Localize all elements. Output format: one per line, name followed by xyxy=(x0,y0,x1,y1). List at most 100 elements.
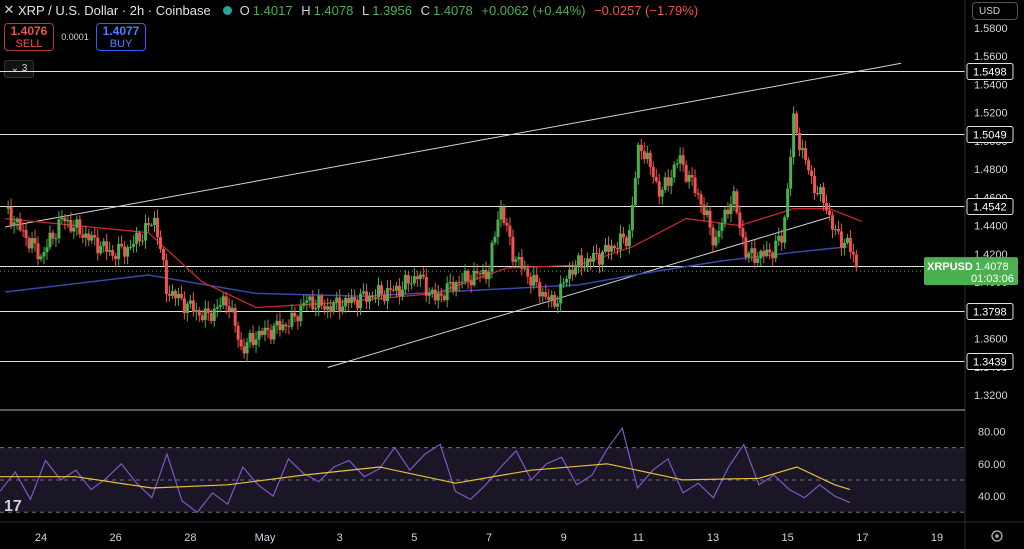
candle-body xyxy=(63,217,67,222)
candle-body xyxy=(705,210,709,215)
candle-body xyxy=(523,268,527,270)
candle-body xyxy=(571,269,575,275)
candle-body xyxy=(170,290,174,296)
candle-body xyxy=(442,295,446,301)
candle-body xyxy=(845,237,849,243)
candle-body xyxy=(296,316,300,322)
moving-average-fast xyxy=(5,208,862,309)
candle-body xyxy=(403,274,407,290)
candle-body xyxy=(639,144,643,152)
candle-body xyxy=(99,245,103,254)
market-status-icon xyxy=(222,5,232,15)
candle-body xyxy=(120,243,124,247)
candle-body xyxy=(741,228,745,238)
sell-label: SELL xyxy=(15,38,43,50)
candle-body xyxy=(598,253,602,265)
candle-body xyxy=(502,207,506,223)
candle-body xyxy=(475,270,479,274)
close-value: 1.4078 xyxy=(432,2,473,18)
open-label: O xyxy=(239,2,250,18)
candle-body xyxy=(526,268,530,277)
candle-body xyxy=(248,333,252,343)
candle-body xyxy=(651,166,655,177)
candle-body xyxy=(765,249,769,256)
candle-body xyxy=(421,274,425,277)
candle-body xyxy=(117,243,121,260)
candle-body xyxy=(541,292,545,297)
candle-body xyxy=(209,312,213,321)
candle-body xyxy=(427,292,431,296)
candle-body xyxy=(374,297,378,299)
level-label-box xyxy=(966,353,1014,370)
close-icon[interactable]: ✕ xyxy=(3,2,15,17)
trend-channel-upper[interactable] xyxy=(5,62,902,228)
candle-body xyxy=(191,300,195,312)
candle-body xyxy=(451,281,455,291)
candle-body xyxy=(612,245,616,249)
symbol-header: ✕ XRP / U.S. Dollar · 2h · Coinbase O 1.4… xyxy=(0,0,701,20)
candle-body xyxy=(284,324,288,327)
candle-body xyxy=(424,276,428,296)
candle-body xyxy=(708,210,712,228)
sell-button[interactable]: 1.4076 SELL xyxy=(4,23,54,51)
indicator-count: 3 xyxy=(21,63,28,74)
time-tick-label: 24 xyxy=(35,532,47,544)
candle-body xyxy=(415,276,419,280)
candle-body xyxy=(182,298,186,314)
candle-body xyxy=(206,308,210,313)
candle-body xyxy=(511,236,515,262)
candle-body xyxy=(618,233,622,250)
buy-label: BUY xyxy=(109,38,133,50)
tradingview-logo[interactable]: 17 xyxy=(4,498,22,515)
indicators-collapse-button[interactable]: ⌄ 3 xyxy=(4,60,34,78)
candle-body xyxy=(693,177,697,193)
candle-body xyxy=(15,218,19,223)
candle-body xyxy=(341,306,345,312)
time-tick-label: 17 xyxy=(856,532,868,544)
time-tick-label: 15 xyxy=(782,532,794,544)
candle-body xyxy=(439,293,443,296)
candle-body xyxy=(774,240,778,259)
candle-body xyxy=(738,212,742,229)
candle-body xyxy=(90,235,94,241)
time-tick-label: May xyxy=(255,532,276,544)
candle-body xyxy=(795,113,799,134)
price-tick-label: 1.4400 xyxy=(974,221,1008,233)
candle-body xyxy=(278,320,282,331)
candle-body xyxy=(496,219,500,237)
candle-body xyxy=(851,251,855,255)
price-tick-label: 1.5600 xyxy=(974,51,1008,63)
currency-selector[interactable]: USD xyxy=(972,2,1018,20)
candle-body xyxy=(6,206,10,209)
candle-body xyxy=(161,249,165,261)
candle-body xyxy=(609,245,613,252)
candle-body xyxy=(648,152,652,167)
candle-body xyxy=(627,230,631,247)
symbol-title[interactable]: XRP / U.S. Dollar · 2h · Coinbase xyxy=(18,2,211,18)
candle-body xyxy=(499,207,503,220)
candle-body xyxy=(212,308,216,321)
candle-body xyxy=(633,178,637,205)
candle-body xyxy=(123,246,127,257)
candle-body xyxy=(218,305,222,308)
candle-body xyxy=(335,297,339,303)
candle-body xyxy=(484,269,488,280)
price-tick-label: 1.5200 xyxy=(974,108,1008,120)
candle-body xyxy=(469,280,473,286)
candle-body xyxy=(642,151,646,160)
settings-gear-icon[interactable] xyxy=(991,530,1003,542)
candle-body xyxy=(394,285,398,291)
candle-body xyxy=(114,255,118,260)
candle-body xyxy=(96,237,100,254)
buy-button[interactable]: 1.4077 BUY xyxy=(96,23,146,51)
candle-body xyxy=(105,241,109,252)
candle-body xyxy=(87,233,91,241)
candle-body xyxy=(630,204,634,231)
candle-body xyxy=(412,276,416,284)
candle-body xyxy=(720,222,724,231)
candle-body xyxy=(493,236,497,243)
candle-body xyxy=(577,255,581,266)
candle-body xyxy=(385,288,389,302)
candle-body xyxy=(460,281,464,283)
